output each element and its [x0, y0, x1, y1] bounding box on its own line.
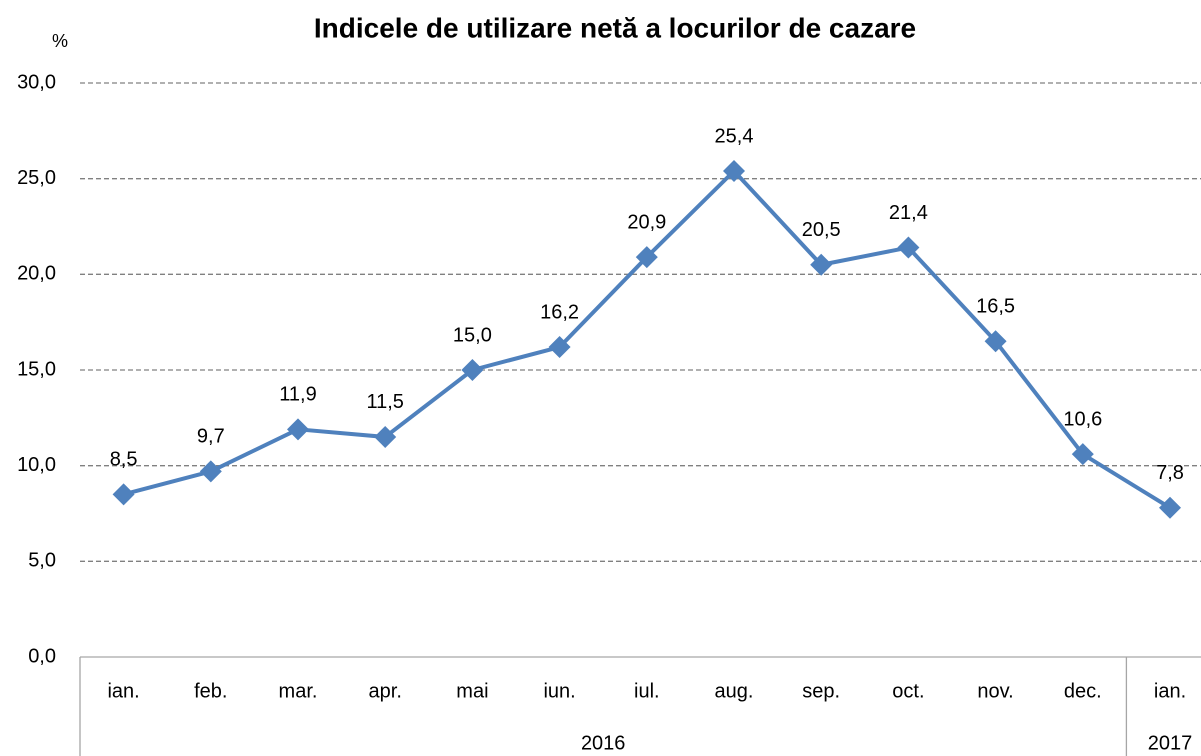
marker [984, 330, 1007, 353]
x-tick-label: ian. [1154, 680, 1186, 702]
x-tick-label: sep. [802, 680, 840, 702]
data-label: 8,5 [110, 449, 138, 471]
data-label: 10,6 [1063, 408, 1102, 430]
marker [199, 460, 222, 483]
x-tick-label: mar. [279, 680, 318, 702]
group-label: 2016 [581, 732, 626, 754]
x-tick-label: feb. [194, 680, 227, 702]
y-tick-label: 15,0 [17, 358, 56, 380]
marker [374, 425, 397, 448]
data-label: 7,8 [1156, 462, 1184, 484]
marker [723, 160, 745, 183]
data-label: 11,5 [366, 391, 403, 413]
data-label: 21,4 [889, 202, 928, 224]
y-tick-label: 20,0 [17, 263, 56, 285]
x-tick-label: iul. [634, 680, 660, 702]
data-label: 20,9 [627, 211, 666, 233]
marker [548, 336, 571, 359]
x-tick-label: dec. [1064, 680, 1102, 702]
data-label: 20,5 [802, 219, 841, 241]
x-tick-label: mai [456, 680, 488, 702]
data-label: 11,9 [279, 384, 316, 406]
y-tick-label: 25,0 [17, 167, 56, 189]
data-label: 9,7 [197, 426, 225, 448]
x-tick-label: iun. [543, 680, 575, 702]
marker [1071, 443, 1094, 466]
marker [287, 418, 309, 441]
data-label: 25,4 [715, 125, 754, 147]
data-label: 16,5 [976, 296, 1015, 318]
y-tick-label: 0,0 [28, 645, 56, 667]
marker [810, 253, 833, 276]
data-label: 15,0 [453, 324, 492, 346]
x-tick-label: apr. [369, 680, 402, 702]
y-tick-label: 5,0 [28, 550, 56, 572]
group-label: 2017 [1148, 732, 1193, 754]
marker [635, 246, 658, 269]
data-label: 16,2 [540, 301, 579, 323]
marker [112, 483, 135, 506]
marker [461, 359, 484, 381]
x-tick-label: ian. [107, 680, 139, 702]
y-axis-label: % [52, 31, 68, 51]
x-tick-label: oct. [892, 680, 924, 702]
y-tick-label: 10,0 [17, 454, 56, 476]
chart-title: Indicele de utilizare netă a locurilor d… [314, 12, 916, 43]
marker [897, 236, 920, 259]
x-tick-label: aug. [715, 680, 754, 702]
marker [1159, 496, 1181, 519]
y-tick-label: 30,0 [17, 71, 56, 93]
x-tick-label: nov. [977, 680, 1013, 702]
